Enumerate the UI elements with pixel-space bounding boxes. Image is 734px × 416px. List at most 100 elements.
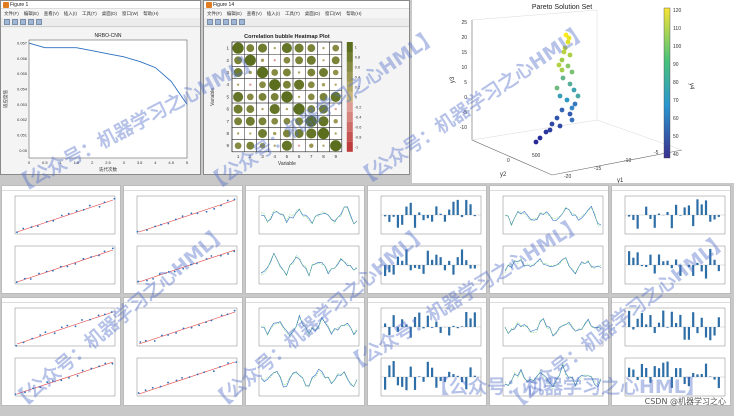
- scatter-point: [146, 229, 148, 231]
- arrow-icon[interactable]: [239, 19, 245, 25]
- data-point: [560, 68, 565, 73]
- menu-file[interactable]: 文件(F): [4, 11, 19, 16]
- subplot-axes: [259, 196, 359, 234]
- figure-titlebar[interactable]: [368, 186, 486, 191]
- figure1-window[interactable]: Figure 1 文件(F) 编辑(E) 查看(V) 插入(I) 工具(T) 桌面(D) 窗…: [0, 0, 201, 175]
- menu-window[interactable]: 窗口(W): [325, 11, 341, 16]
- figure1-toolbar: [1, 18, 200, 27]
- figure14-window[interactable]: Figure 14 文件(F) 编辑(E) 查看(V) 插入(I) 工具(T) 桌面(D)…: [203, 0, 410, 175]
- menu-desktop[interactable]: 桌面(D): [102, 11, 117, 16]
- new-icon[interactable]: [4, 19, 10, 25]
- open-icon[interactable]: [12, 19, 18, 25]
- data-point: [567, 36, 572, 41]
- result-figure-window[interactable]: [489, 185, 609, 294]
- subplot-axes: [137, 246, 237, 284]
- menu-window[interactable]: 窗口(W): [122, 11, 138, 16]
- y-axis-label: 适应度值: [2, 90, 9, 108]
- figure-titlebar[interactable]: [124, 186, 242, 191]
- menu-view[interactable]: 查看(V): [247, 11, 262, 16]
- error-bar: [692, 312, 694, 327]
- bubble: [307, 56, 316, 65]
- bubble: [335, 108, 337, 110]
- error-bar: [422, 265, 424, 274]
- arrow-icon[interactable]: [36, 19, 42, 25]
- menu-tools[interactable]: 工具(T): [82, 11, 97, 16]
- colorbar-segment: [347, 82, 353, 92]
- result-figure-window[interactable]: [611, 297, 731, 406]
- error-bar: [718, 265, 720, 271]
- result-figure-window[interactable]: [611, 185, 731, 294]
- error-bar: [701, 265, 703, 271]
- scatter-point: [60, 266, 62, 268]
- figure-titlebar[interactable]: [2, 186, 120, 191]
- figure-titlebar[interactable]: [368, 298, 486, 303]
- x-tick-label: 0.5: [42, 160, 48, 165]
- error-bar: [469, 367, 471, 377]
- bubble: [330, 140, 341, 151]
- result-figure-window[interactable]: [367, 297, 487, 406]
- error-bar: [637, 319, 639, 327]
- data-point: [570, 70, 575, 75]
- print-icon[interactable]: [28, 19, 34, 25]
- error-bar: [410, 265, 412, 270]
- error-bar: [671, 215, 673, 228]
- figure1-titlebar[interactable]: Figure 1: [1, 1, 200, 9]
- figure-titlebar[interactable]: [246, 186, 364, 191]
- figure14-menubar[interactable]: 文件(F) 编辑(E) 查看(V) 插入(I) 工具(T) 桌面(D) 窗口(W) 帮助(H): [204, 9, 409, 18]
- result-figure-window[interactable]: [123, 185, 243, 294]
- result-figure-window[interactable]: [1, 297, 121, 406]
- bubble: [282, 141, 292, 151]
- menu-file[interactable]: 文件(F): [207, 11, 222, 16]
- scatter-point: [38, 273, 40, 275]
- result-figure-window[interactable]: [245, 297, 365, 406]
- figure1-menubar[interactable]: 文件(F) 编辑(E) 查看(V) 插入(I) 工具(T) 桌面(D) 窗口(W) 帮助(H): [1, 9, 200, 18]
- figure-titlebar[interactable]: [490, 186, 608, 191]
- figure-titlebar[interactable]: [124, 298, 242, 303]
- menu-insert[interactable]: 插入(I): [64, 11, 77, 16]
- result-figure-window[interactable]: [1, 185, 121, 294]
- bubble: [322, 83, 325, 86]
- figure-titlebar[interactable]: [246, 298, 364, 303]
- subplot-axes: [503, 358, 603, 396]
- scatter-point: [46, 271, 48, 273]
- subplot-axes: [15, 308, 115, 346]
- menu-edit[interactable]: 编辑(E): [227, 11, 242, 16]
- save-icon[interactable]: [223, 19, 229, 25]
- data-point: [560, 108, 565, 113]
- bubble: [246, 142, 254, 150]
- figure-titlebar[interactable]: [612, 298, 730, 303]
- result-figure-window[interactable]: [245, 185, 365, 294]
- figure-titlebar[interactable]: [612, 186, 730, 191]
- new-icon[interactable]: [207, 19, 213, 25]
- menu-help[interactable]: 帮助(H): [143, 11, 158, 16]
- menu-tools[interactable]: 工具(T): [285, 11, 300, 16]
- print-icon[interactable]: [231, 19, 237, 25]
- colorbar-tick-label: 110: [673, 26, 681, 32]
- error-bar: [671, 265, 673, 268]
- scatter-point: [159, 273, 161, 275]
- result-figure-window[interactable]: [367, 185, 487, 294]
- subplot-axes: [503, 308, 603, 346]
- y1-tick-label: -20: [564, 174, 571, 180]
- result-figure-window[interactable]: [489, 297, 609, 406]
- bubble: [322, 145, 324, 147]
- figure-titlebar[interactable]: [2, 298, 120, 303]
- error-bar: [666, 212, 668, 215]
- figure-titlebar[interactable]: [490, 298, 608, 303]
- error-bar: [465, 260, 467, 265]
- menu-insert[interactable]: 插入(I): [267, 11, 280, 16]
- error-bar: [414, 215, 416, 228]
- scatter-point: [46, 381, 48, 383]
- result-figure-window[interactable]: [123, 297, 243, 406]
- bubble: [319, 68, 328, 77]
- menu-edit[interactable]: 编辑(E): [24, 11, 39, 16]
- z-tick-label: -10: [460, 125, 467, 131]
- menu-view[interactable]: 查看(V): [44, 11, 59, 16]
- menu-help[interactable]: 帮助(H): [346, 11, 361, 16]
- figure14-titlebar[interactable]: Figure 14: [204, 1, 409, 9]
- menu-desktop[interactable]: 桌面(D): [305, 11, 320, 16]
- error-bar: [401, 377, 403, 387]
- save-icon[interactable]: [20, 19, 26, 25]
- error-bar: [422, 215, 424, 220]
- open-icon[interactable]: [215, 19, 221, 25]
